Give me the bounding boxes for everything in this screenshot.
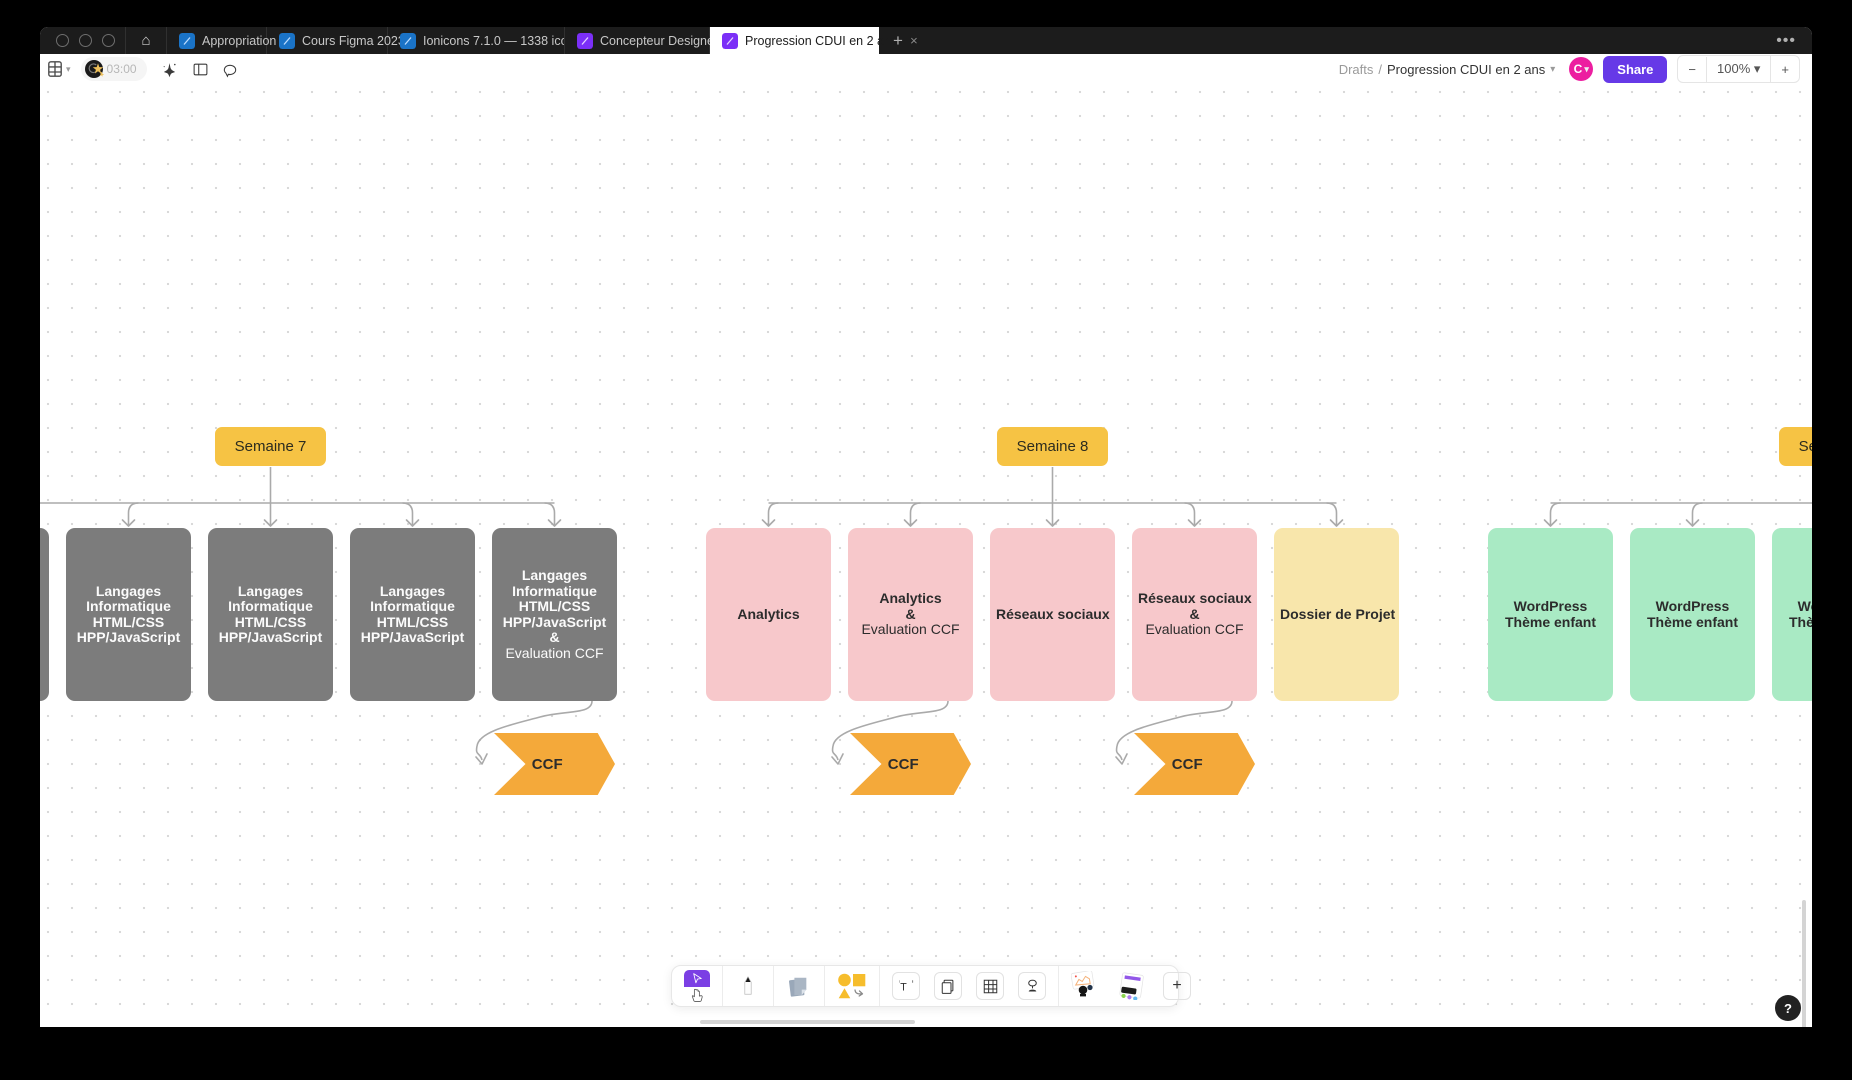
svg-text:CCF: CCF xyxy=(532,756,563,773)
svg-text:T: T xyxy=(900,981,907,993)
svg-text:CCF: CCF xyxy=(888,756,919,773)
svg-text:CCF: CCF xyxy=(1172,756,1203,773)
